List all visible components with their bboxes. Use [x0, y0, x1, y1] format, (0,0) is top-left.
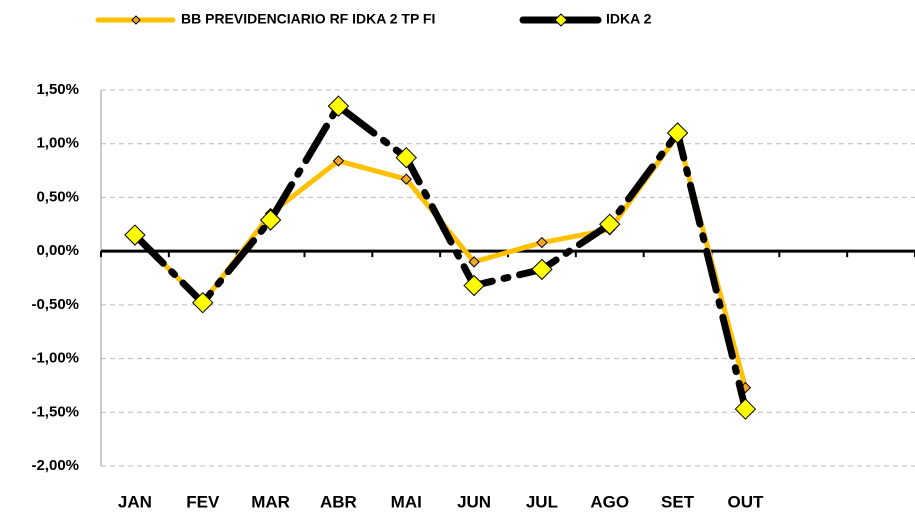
x-tick-label: JUN [457, 492, 491, 511]
y-tick-label: 0,50% [36, 188, 79, 205]
x-tick-label: FEV [186, 492, 220, 511]
x-tick-label: OUT [727, 492, 764, 511]
legend-marker [554, 13, 568, 27]
marker [536, 236, 548, 249]
marker [468, 256, 480, 268]
x-tick-label: SET [661, 492, 695, 511]
marker [400, 173, 412, 185]
legend-label: IDKA 2 [606, 11, 652, 27]
marker [332, 155, 345, 167]
x-tick-label: ABR [320, 492, 357, 511]
marker [192, 292, 214, 314]
marker [531, 258, 553, 281]
x-tick-label: JUL [526, 492, 558, 511]
legend-marker [131, 15, 141, 25]
x-tick-label: MAR [251, 492, 290, 511]
y-tick-label: 1,50% [36, 81, 79, 98]
series-line [133, 132, 748, 389]
y-tick-label: -0,50% [31, 296, 79, 313]
marker [124, 224, 146, 246]
marker [327, 95, 350, 117]
x-tick-label: AGO [590, 492, 629, 511]
legend-label: BB PREVIDENCIARIO RF IDKA 2 TP FI [181, 11, 435, 27]
y-tick-label: 0,00% [36, 242, 79, 259]
marker [734, 398, 757, 420]
y-tick-label: -2,00% [31, 457, 79, 474]
y-tick-label: 1,00% [36, 135, 79, 152]
marker [666, 122, 689, 144]
y-tick-label: -1,00% [31, 350, 79, 367]
marker [395, 146, 417, 169]
x-tick-label: JAN [118, 492, 152, 511]
marker [259, 209, 282, 231]
marker [599, 213, 621, 235]
y-tick-label: -1,50% [31, 403, 79, 420]
series-line [131, 102, 749, 413]
x-tick-label: MAI [391, 492, 422, 511]
marker [463, 274, 485, 297]
